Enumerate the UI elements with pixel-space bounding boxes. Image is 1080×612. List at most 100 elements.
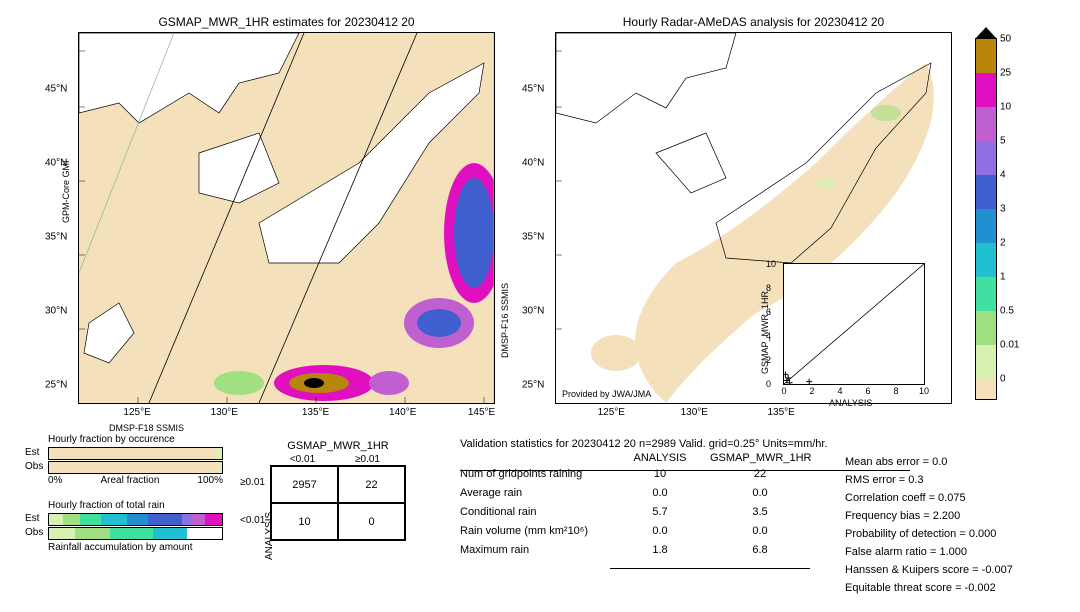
colorbar-arrow-icon xyxy=(975,27,997,39)
colorbar-segment xyxy=(976,311,996,345)
bar-segment xyxy=(110,528,153,539)
bar-segment xyxy=(191,514,205,525)
total-rain-footer: Rainfall accumulation by amount xyxy=(48,542,223,553)
validation-stat: Mean abs error = 0.0 xyxy=(845,456,1013,474)
validation-stat: Probability of detection = 0.000 xyxy=(845,528,1013,546)
validation-stat: Hanssen & Kuipers score = -0.007 xyxy=(845,564,1013,582)
matrix-row-header: ≥0.01 xyxy=(240,477,265,488)
scatter-xtick: 4 xyxy=(837,386,842,396)
bar-segment xyxy=(127,514,148,525)
bar-segment xyxy=(215,448,222,459)
scatter-point xyxy=(806,379,812,384)
right-ytick: 35°N xyxy=(522,231,544,242)
left-ytick: 30°N xyxy=(45,305,67,316)
matrix-cell: 10 xyxy=(271,503,338,540)
left-xtick: 140°E xyxy=(389,407,416,418)
total-rain-bars: Hourly fraction of total rain Est Obs Ra… xyxy=(48,500,223,555)
colorbar-tick: 3 xyxy=(1000,204,1006,215)
bottom-sensor-label: DMSP-F18 SSMIS xyxy=(109,423,184,433)
left-map-svg xyxy=(79,33,494,403)
bar-segment xyxy=(63,514,80,525)
validation-col-header: ANALYSIS xyxy=(610,452,710,464)
colorbar-tick: 2 xyxy=(1000,238,1006,249)
bar-segment xyxy=(148,514,183,525)
matrix-cell: 2957 xyxy=(271,466,338,503)
figure: GSMAP_MWR_1HR estimates for 20230412 20 xyxy=(0,0,1080,612)
axis-tick: 100% xyxy=(197,475,223,486)
occurrence-obs-bar: Obs xyxy=(48,461,223,474)
validation-value: 5.7 xyxy=(610,506,710,525)
validation-stats: Validation statistics for 20230412 20 n=… xyxy=(460,438,828,563)
colorbar-segment xyxy=(976,277,996,311)
validation-value: 6.8 xyxy=(710,544,810,563)
matrix-cell: 22 xyxy=(338,466,405,503)
divider xyxy=(610,568,810,569)
scatter-ylabel: GSMAP_MWR_1HR xyxy=(760,291,770,374)
right-map-title: Hourly Radar-AMeDAS analysis for 2023041… xyxy=(556,15,951,29)
left-ytick: 25°N xyxy=(45,379,67,390)
scatter-xtick: 10 xyxy=(919,386,929,396)
colorbar-tick: 4 xyxy=(1000,170,1006,181)
validation-stat: Frequency bias = 2.200 xyxy=(845,510,1013,528)
left-ytick: 35°N xyxy=(45,231,67,242)
colorbar-tick: 0 xyxy=(1000,374,1006,385)
colorbar-tick: 1 xyxy=(1000,272,1006,283)
bar-segment xyxy=(75,528,110,539)
bar-segment xyxy=(80,514,101,525)
right-ytick: 30°N xyxy=(522,305,544,316)
validation-row-label: Conditional rain xyxy=(460,506,610,525)
colorbar-segment xyxy=(976,141,996,175)
scatter-svg xyxy=(784,264,924,384)
validation-value: 0.0 xyxy=(610,525,710,544)
bar-segment xyxy=(49,514,63,525)
bar-segment xyxy=(101,514,127,525)
occurrence-bars: Hourly fraction by occurence Est Obs 0% … xyxy=(48,434,223,486)
validation-stat: RMS error = 0.3 xyxy=(845,474,1013,492)
right-xtick: 135°E xyxy=(767,407,794,418)
validation-row-label: Rain volume (mm km²10⁶) xyxy=(460,525,610,544)
bar-label: Est xyxy=(25,447,39,458)
validation-value: 3.5 xyxy=(710,506,810,525)
matrix-title: GSMAP_MWR_1HR xyxy=(270,440,406,452)
scatter-xlabel: ANALYSIS xyxy=(829,398,872,408)
colorbar: 502510543210.50.010 xyxy=(975,38,997,400)
validation-value: 0.0 xyxy=(610,487,710,506)
occurrence-title: Hourly fraction by occurence xyxy=(48,434,223,445)
attribution-text: Provided by JWA/JMA xyxy=(562,389,651,399)
left-xtick: 125°E xyxy=(123,407,150,418)
right-xtick: 130°E xyxy=(681,407,708,418)
validation-stat: Correlation coeff = 0.075 xyxy=(845,492,1013,510)
colorbar-segment xyxy=(976,243,996,277)
matrix-col-header: ≥0.01 xyxy=(335,454,400,465)
colorbar-segment xyxy=(976,345,996,379)
bar-label: Obs xyxy=(25,461,43,472)
divider xyxy=(460,470,910,471)
total-rain-title: Hourly fraction of total rain xyxy=(48,500,223,511)
total-obs-bar: Obs xyxy=(48,527,223,540)
validation-col-header: GSMAP_MWR_1HR xyxy=(710,452,810,464)
left-xtick: 135°E xyxy=(302,407,329,418)
occurrence-est-bar: Est xyxy=(48,447,223,460)
scatter-ytick: 10 xyxy=(766,259,776,269)
scatter-ytick: 0 xyxy=(766,379,771,389)
colorbar-segment xyxy=(976,379,996,399)
scatter-xtick: 8 xyxy=(893,386,898,396)
right-map-panel: Hourly Radar-AMeDAS analysis for 2023041… xyxy=(555,32,952,404)
matrix-col-header: <0.01 xyxy=(270,454,335,465)
matrix-row-header: <0.01 xyxy=(240,515,265,526)
left-xtick: 130°E xyxy=(211,407,238,418)
matrix-yaxis: ANALYSIS xyxy=(264,512,275,560)
bar-segment xyxy=(49,448,215,459)
total-est-bar: Est xyxy=(48,513,223,526)
validation-right-stats: Mean abs error = 0.0RMS error = 0.3Corre… xyxy=(845,456,1013,600)
bar-label: Est xyxy=(25,513,39,524)
right-xtick: 125°E xyxy=(598,407,625,418)
left-ytick: 45°N xyxy=(45,83,67,94)
matrix-cell: 0 xyxy=(338,503,405,540)
bar-segment xyxy=(153,528,188,539)
validation-row-label: Average rain xyxy=(460,487,610,506)
axis-tick: 0% xyxy=(48,475,62,486)
bar-segment xyxy=(182,514,191,525)
bar-segment xyxy=(49,528,75,539)
scatter-plot: 0 2 4 6 8 10 0 2 4 6 8 10 ANALYSIS GSMAP… xyxy=(783,263,925,385)
